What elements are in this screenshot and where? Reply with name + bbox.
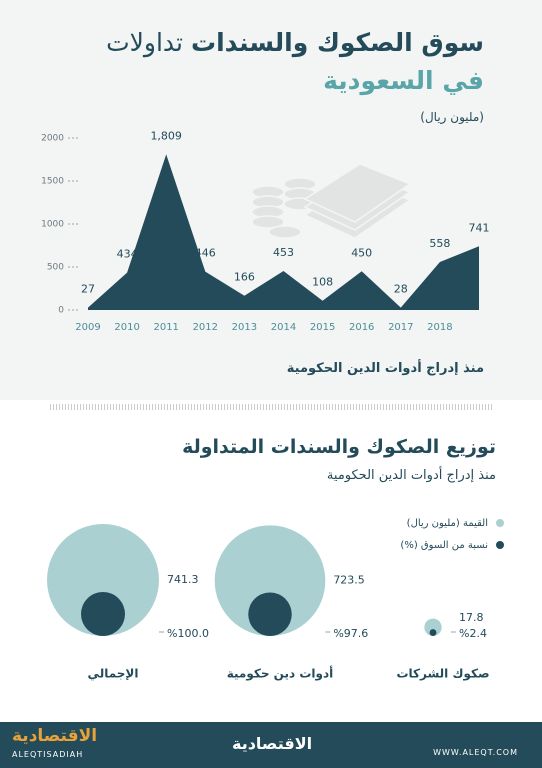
share-bubble [248, 592, 292, 637]
data-label: 558 [429, 237, 450, 250]
x-tick-label: 2017 [388, 322, 413, 333]
legend-swatch [496, 541, 504, 549]
value-label: 17.8 [459, 611, 484, 624]
y-tick-label: 500 [47, 263, 64, 273]
share-bubble [81, 592, 125, 636]
data-label: 450 [351, 246, 372, 259]
y-tick-label: 0 [58, 306, 64, 316]
data-label: 166 [234, 271, 255, 284]
value-label: 723.5 [333, 574, 365, 587]
money-icon [251, 163, 412, 239]
share-bubble [429, 629, 437, 637]
data-label: 741 [469, 221, 490, 234]
x-tick-label: 2011 [153, 322, 178, 333]
unit-label: (مليون ريال) [420, 110, 484, 124]
data-label: 1,809 [150, 129, 182, 142]
data-label: 28 [394, 283, 408, 296]
category-label: صكوك الشركات [396, 667, 489, 682]
share-label: %100.0 [167, 627, 209, 640]
legend-label: نسبة من السوق (%) [400, 540, 488, 551]
value-bubble [47, 524, 159, 636]
title-bold: سوق الصكوك والسندات [190, 28, 484, 57]
data-label: 27 [81, 283, 95, 296]
x-tick-label: 2014 [271, 322, 296, 333]
legend-swatch [496, 519, 504, 527]
value-bubble [214, 525, 326, 636]
title-light: تداولات [106, 28, 184, 57]
x-tick-label: 2012 [193, 322, 218, 333]
share-label: %2.4 [459, 627, 487, 640]
y-tick-label: 2000 [41, 134, 64, 144]
title: سوق الصكوك والسندات تداولات [106, 28, 484, 57]
footer-logo-center: الاقتصادية [232, 734, 313, 753]
legend-label: القيمة (مليون ريال) [407, 518, 488, 529]
x-tick-label: 2013 [232, 322, 257, 333]
section-title: توزيع الصكوك والسندات المتداولة [182, 436, 496, 458]
data-label: 434 [117, 248, 138, 261]
x-tick-label: 2015 [310, 322, 335, 333]
data-label: 108 [312, 276, 333, 289]
footer-logo-left: الاقتصادية [12, 726, 98, 746]
data-label: 453 [273, 246, 294, 259]
category-label: أدوات دين حكومية [227, 666, 333, 682]
x-tick-label: 2016 [349, 322, 374, 333]
charts: 0 500 1000 1500 2000 2009 27 2010 434 2011 1,809 20… [41, 129, 504, 682]
x-tick-label: 2009 [75, 322, 100, 333]
area [88, 154, 479, 310]
chart-note: منذ إدراج أدوات الدين الحكومية [286, 361, 484, 376]
title-line2: في السعودية [323, 66, 484, 95]
section-subtitle: منذ إدراج أدوات الدين الحكومية [326, 468, 496, 483]
y-tick-label: 1500 [41, 177, 64, 187]
share-label: %97.6 [333, 627, 368, 640]
y-tick-label: 1000 [41, 220, 64, 230]
footer: الاقتصادية ALEQTISADIAH الاقتصادية WWW.A… [0, 722, 542, 768]
value-label: 741.3 [167, 573, 199, 586]
x-tick-label: 2018 [427, 322, 452, 333]
footer-site: ALEQTISADIAH [12, 750, 84, 759]
x-tick-label: 2010 [114, 322, 139, 333]
data-label: 446 [195, 247, 216, 260]
category-label: الإجمالي [88, 667, 139, 681]
value-bubble [424, 618, 442, 636]
footer-url: WWW.ALEQT.COM [433, 748, 518, 757]
